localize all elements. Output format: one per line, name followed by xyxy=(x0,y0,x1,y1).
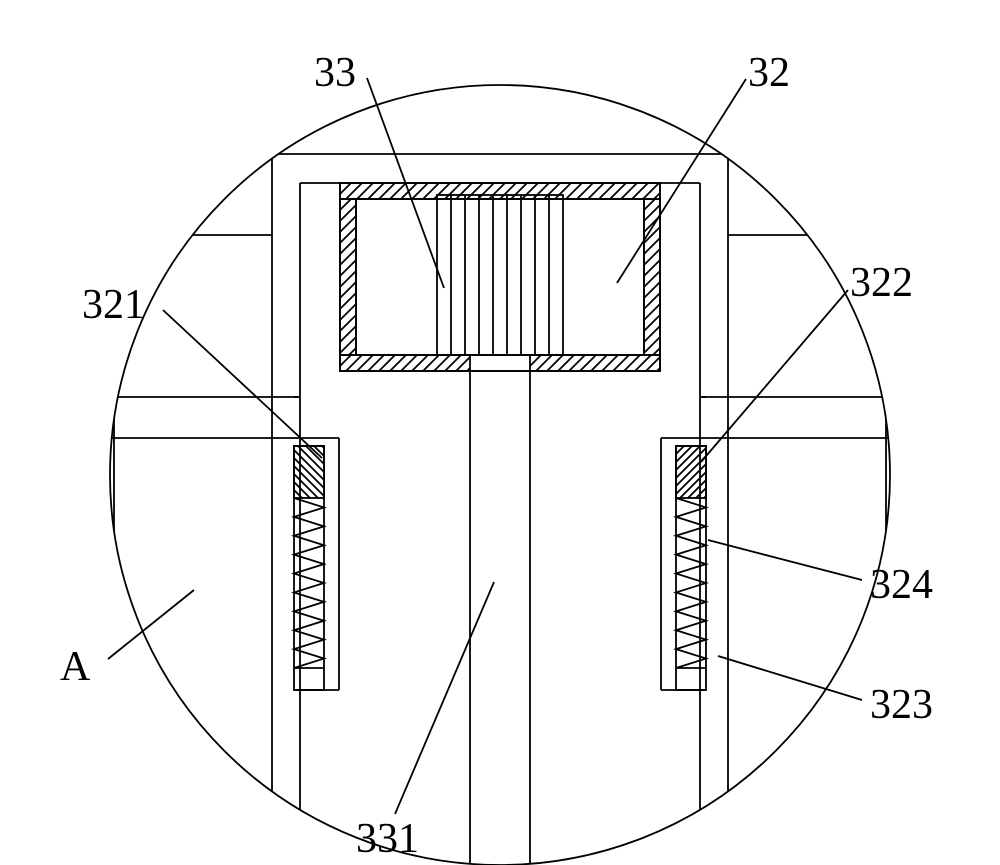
label-324: 324 xyxy=(870,562,933,608)
label-33: 33 xyxy=(314,50,356,96)
label-A: A xyxy=(60,644,91,690)
diagram-body xyxy=(0,0,1000,865)
label-322: 322 xyxy=(850,260,913,306)
label-331: 331 xyxy=(356,816,419,862)
label-323: 323 xyxy=(870,682,933,728)
label-321: 321 xyxy=(82,282,145,328)
label-32: 32 xyxy=(748,50,790,96)
